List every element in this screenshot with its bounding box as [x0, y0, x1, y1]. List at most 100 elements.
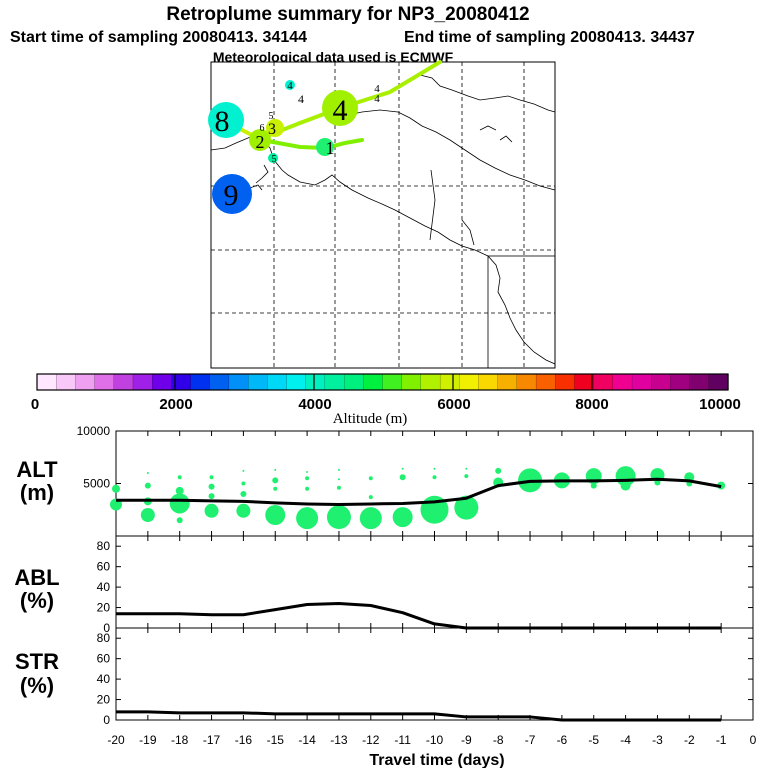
colorbar-swatch — [171, 373, 192, 391]
map-cluster-5: 5 — [268, 153, 278, 165]
altitude-bubble — [432, 475, 437, 480]
cluster-marker — [268, 153, 278, 163]
altitude-bubble — [144, 482, 151, 489]
x-tick-label: -18 — [171, 733, 189, 747]
cluster-marker — [208, 102, 244, 138]
colorbar-swatch — [286, 373, 307, 391]
x-tick-label: -9 — [461, 733, 472, 747]
colorbar-swatch — [152, 373, 172, 391]
colorbar-swatch — [209, 373, 230, 391]
colorbar-axis-label: Altitude (m) — [333, 411, 408, 427]
x-tick-label: -1 — [716, 733, 727, 747]
colorbar-swatch — [708, 373, 729, 391]
altitude-bubble — [265, 505, 286, 525]
altitude-bubble — [465, 467, 468, 470]
map-cluster-8: 8 — [208, 102, 244, 138]
altitude-bubble — [336, 485, 341, 490]
cluster-marker — [285, 80, 295, 90]
colorbar-tick: 4000 — [298, 396, 331, 413]
colorbar-swatch — [382, 373, 403, 391]
alt-panel-label: ALT — [16, 457, 58, 482]
x-axis-label: Travel time (days) — [369, 752, 504, 768]
colorbar-swatch — [401, 373, 422, 391]
x-tick-label: -20 — [107, 733, 125, 747]
altitude-bubble — [175, 486, 184, 495]
colorbar-swatch — [535, 373, 556, 391]
colorbar-swatch — [305, 373, 326, 391]
colorbar-frame — [36, 373, 729, 391]
y-tick-label: 20 — [97, 601, 111, 615]
x-tick-label: -5 — [588, 733, 599, 747]
str-panel-frame — [115, 627, 754, 721]
series-line — [116, 710, 722, 722]
colorbar-swatch — [94, 373, 115, 391]
cluster-marker — [316, 138, 334, 156]
x-tick-label: -19 — [139, 733, 157, 747]
series-line — [116, 601, 722, 630]
colorbar-swatch — [228, 373, 249, 391]
colorbar-swatch — [459, 373, 480, 391]
map-cluster-1: 1 — [316, 138, 335, 158]
alt-panel-unit: (m) — [20, 480, 54, 505]
colorbar-swatch — [593, 373, 614, 391]
x-tick-label: -10 — [426, 733, 444, 747]
x-tick-label: -2 — [684, 733, 695, 747]
x-tick-label: -16 — [235, 733, 253, 747]
y-tick-label: 80 — [97, 631, 111, 645]
start-time-label: Start time of sampling 20080413. 34144 — [10, 29, 307, 46]
map-cluster-2: 2 — [249, 129, 271, 152]
altitude-bubble — [464, 474, 469, 479]
x-tick-label: -12 — [362, 733, 380, 747]
altitude-bubble — [368, 495, 373, 500]
altitude-bubble — [112, 484, 120, 493]
x-tick-label: -6 — [557, 733, 568, 747]
colorbar-swatch — [267, 373, 288, 391]
map-point-label: 4 — [374, 83, 380, 95]
cluster-label: 2 — [256, 132, 265, 152]
altitude-bubble — [146, 472, 149, 474]
y-tick-label: 80 — [97, 539, 111, 553]
altitude-bubble — [208, 483, 215, 490]
altitude-bubble — [654, 479, 661, 486]
colorbar-swatch — [516, 373, 537, 391]
altitude-bubble — [305, 476, 310, 481]
cluster-label: 4 — [287, 80, 293, 92]
cluster-label: 8 — [215, 105, 230, 138]
colorbar-swatch — [113, 373, 134, 391]
panel-0-content: 5000 10000 — [77, 424, 754, 536]
altitude-bubble — [399, 474, 406, 481]
colorbar-swatch — [363, 373, 384, 391]
colorbar-swatch — [324, 373, 345, 391]
x-tick-label: -13 — [330, 733, 348, 747]
altitude-bubble — [433, 467, 436, 470]
colorbar-swatch — [631, 373, 652, 391]
colorbar-swatch — [420, 373, 441, 391]
x-tick-label: -15 — [267, 733, 285, 747]
y-tick-label: 10000 — [77, 424, 111, 438]
panel-1-content: 0 20 40 60 80 — [97, 536, 754, 635]
abl-panel-unit: (%) — [20, 588, 54, 613]
abl-panel-label: ABL — [14, 565, 59, 590]
colorbar-swatch — [478, 373, 499, 391]
colorbar-swatch — [75, 373, 96, 391]
x-tick-label: -14 — [298, 733, 316, 747]
cluster-marker — [266, 119, 284, 137]
colorbar-swatch — [612, 373, 633, 391]
altitude-bubble — [306, 470, 309, 473]
map-cluster-3: 3 — [266, 119, 284, 138]
met-data-label: Meteorological data used is ECMWF — [213, 49, 454, 65]
map-point-label: 5 — [269, 111, 274, 122]
colorbar-swatch — [132, 373, 153, 391]
y-tick-label: 0 — [103, 621, 110, 635]
colorbar-swatch — [190, 373, 211, 391]
altitude-bubble — [208, 493, 215, 500]
colorbar-tick: 2000 — [159, 396, 192, 413]
altitude-bubble — [296, 507, 319, 530]
map-point-label: 4 — [374, 93, 380, 105]
altitude-bubble — [326, 505, 351, 530]
altitude-bubble — [241, 481, 246, 486]
colorbar-swatch — [248, 373, 268, 391]
altitude-bubble — [176, 517, 183, 524]
